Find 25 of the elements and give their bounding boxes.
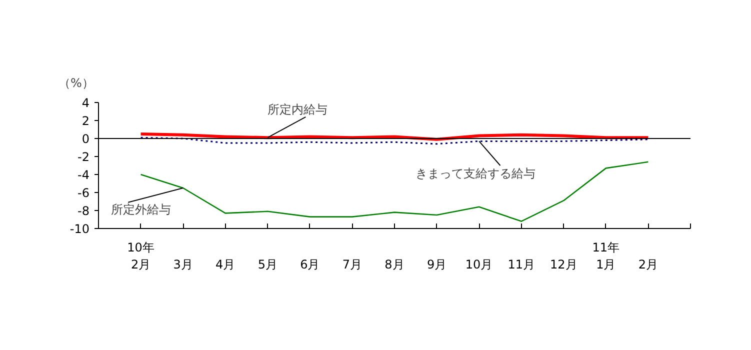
y-tick-label: -10 [70,222,90,236]
x-tick-label: 10年 2月 [127,240,154,272]
x-tick-label: 2月 [638,257,658,272]
x-tick-label: 10月 [465,257,493,272]
x-tick-label: 6月 [300,257,320,272]
y-tick-label: 0 [82,132,90,146]
x-tick-label: 4月 [216,257,236,272]
x-tick-label: 7月 [342,257,362,272]
x-tick-label: 8月 [384,257,404,272]
x-tick-label: 11年 1月 [592,240,620,272]
y-tick-label: -6 [78,186,90,200]
annotation: 所定外給与 [111,202,172,217]
annotation: きまって支給する給与 [416,166,536,181]
x-tick-label: 3月 [173,257,193,272]
x-tick-label: 12月 [550,257,578,272]
annotation: 所定内給与 [268,102,328,117]
x-tick-label: 9月 [426,257,447,272]
x-tick-label: 11月 [508,257,536,272]
y-axis-title: （%） [58,76,94,90]
y-tick-label: 2 [82,114,90,128]
y-tick-label: 4 [82,96,90,110]
y-tick-label: -8 [78,204,90,218]
y-tick-label: -2 [78,150,90,164]
y-tick-label: -4 [78,168,90,182]
x-tick-label: 5月 [258,257,278,272]
